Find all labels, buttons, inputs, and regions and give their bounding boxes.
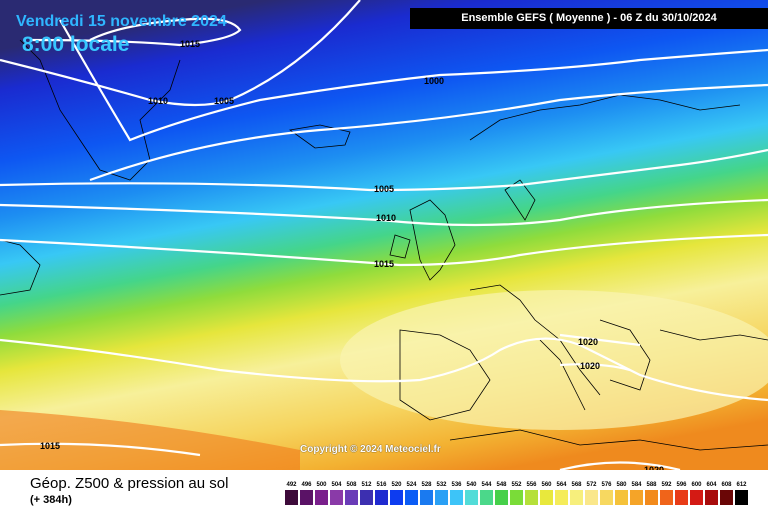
legend-swatch (405, 490, 418, 505)
legend-tick-label: 496 (301, 482, 312, 488)
isobar-label: 1020 (580, 361, 600, 371)
isobar-label: 1000 (424, 76, 444, 86)
legend-swatch (375, 490, 388, 505)
legend-swatch (630, 490, 643, 505)
map-caption: Géop. Z500 & pression au sol (30, 475, 229, 492)
forecast-range: (+ 384h) (30, 494, 72, 506)
legend-tick-label: 560 (541, 482, 552, 488)
legend-tick-label: 596 (676, 482, 687, 488)
isobar-label: 1005 (214, 96, 234, 106)
legend-swatch (495, 490, 508, 505)
copyright: Copyright © 2024 Meteociel.fr (300, 444, 441, 455)
legend-tick-label: 532 (436, 482, 447, 488)
legend-swatch (450, 490, 463, 505)
legend-swatch (735, 490, 748, 505)
legend-tick-label: 592 (661, 482, 672, 488)
legend-swatch (705, 490, 718, 505)
legend-tick-label: 564 (556, 482, 567, 488)
isobar-label: 1005 (374, 184, 394, 194)
legend-swatch (480, 490, 493, 505)
forecast-time: 8:00 locale (22, 33, 130, 56)
legend-swatch (285, 490, 298, 505)
legend-tick-label: 524 (406, 482, 417, 488)
legend-tick-label: 504 (331, 482, 342, 488)
legend-swatch (570, 490, 583, 505)
color-scale-legend: 492 496 500 504 508 512 516 520 524 528 532 536 540 5… (285, 482, 748, 505)
legend-swatch (720, 490, 733, 505)
legend-swatch (660, 490, 673, 505)
isobar-label: 1010 (148, 96, 168, 106)
legend-tick-label: 568 (571, 482, 582, 488)
legend-swatch (690, 490, 703, 505)
z500-map: 1015 1010 1005 1000 1005 1010 1015 1020 … (0, 0, 768, 470)
legend-tick-label: 528 (421, 482, 432, 488)
legend-tick-label: 500 (316, 482, 327, 488)
legend-swatch (645, 490, 658, 505)
legend-tick-label: 548 (496, 482, 507, 488)
legend-swatch (330, 490, 343, 505)
legend-swatch (390, 490, 403, 505)
legend-swatch (675, 490, 688, 505)
isobar-label: 1015 (40, 441, 60, 451)
legend-tick-label: 508 (346, 482, 357, 488)
legend-tick-label: 492 (286, 482, 297, 488)
isobar-label: 1015 (374, 259, 394, 269)
isobar-label: 1010 (376, 213, 396, 223)
legend-tick-label: 604 (706, 482, 717, 488)
legend-tick-label: 552 (511, 482, 522, 488)
legend-tick-label: 612 (736, 482, 747, 488)
isobar-label: 1015 (180, 39, 200, 49)
legend-swatch (315, 490, 328, 505)
isobars (0, 0, 768, 470)
legend-swatch (510, 490, 523, 505)
legend-tick-label: 516 (376, 482, 387, 488)
legend-tick-label: 536 (451, 482, 462, 488)
isobar-label: 1020 (578, 337, 598, 347)
legend-swatch (420, 490, 433, 505)
legend-swatch (600, 490, 613, 505)
legend-swatch (555, 490, 568, 505)
legend-tick-label: 580 (616, 482, 627, 488)
forecast-date: Vendredi 15 novembre 2024 (16, 13, 227, 30)
legend-swatch (540, 490, 553, 505)
model-run-banner: Ensemble GEFS ( Moyenne ) - 06 Z du 30/1… (410, 8, 768, 29)
legend-tick-label: 576 (601, 482, 612, 488)
legend-swatch (345, 490, 358, 505)
legend-swatch (615, 490, 628, 505)
legend-tick-label: 608 (721, 482, 732, 488)
warm-sector (0, 410, 300, 470)
legend-tick-label: 600 (691, 482, 702, 488)
coastlines (0, 39, 768, 451)
legend-tick-label: 556 (526, 482, 537, 488)
legend-tick-label: 512 (361, 482, 372, 488)
legend-swatch (585, 490, 598, 505)
legend-tick-label: 588 (646, 482, 657, 488)
legend-swatch (300, 490, 313, 505)
legend-tick-label: 584 (631, 482, 642, 488)
ridge-core (340, 290, 768, 430)
isobar-label: 1020 (644, 465, 664, 470)
legend-tick-label: 540 (466, 482, 477, 488)
legend-swatch (525, 490, 538, 505)
legend-tick-label: 520 (391, 482, 402, 488)
legend-tick-label: 544 (481, 482, 492, 488)
legend-tick-label: 572 (586, 482, 597, 488)
legend-swatch (360, 490, 373, 505)
legend-swatch (465, 490, 478, 505)
legend-swatch (435, 490, 448, 505)
